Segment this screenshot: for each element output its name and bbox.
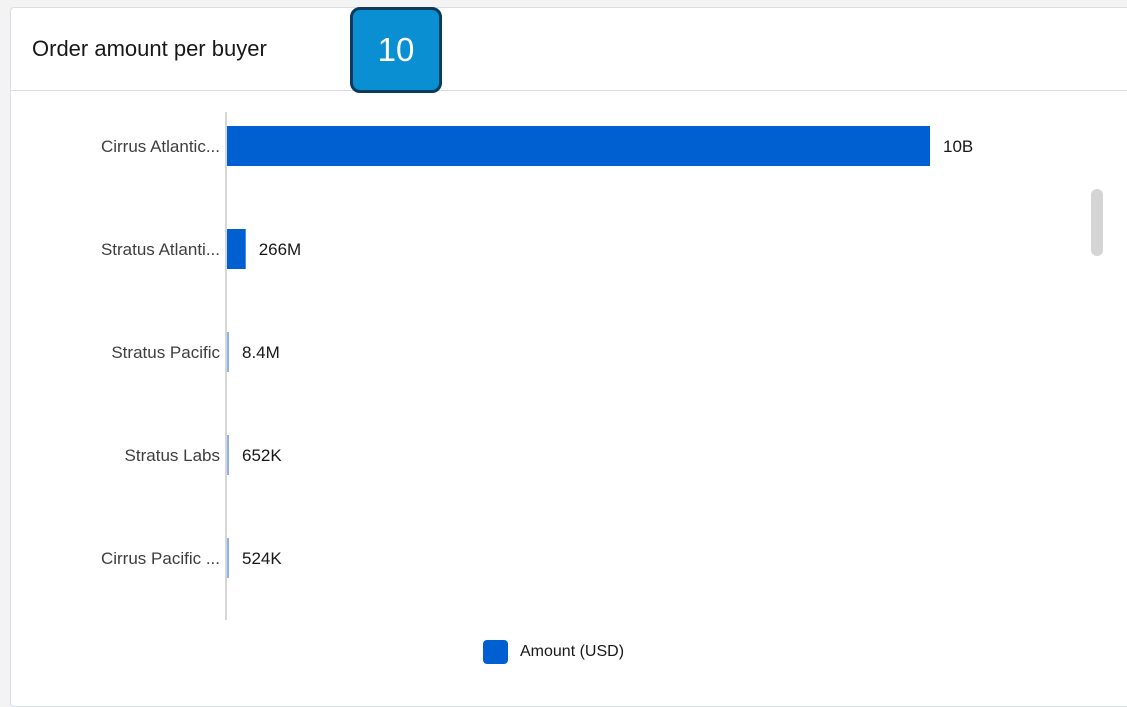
category-label: Stratus Pacific — [111, 343, 220, 362]
bar[interactable] — [227, 126, 930, 166]
value-label: 10B — [943, 137, 973, 156]
bar-row[interactable]: Cirrus Atlantic... 10B — [101, 126, 973, 166]
bar-row[interactable]: Stratus Atlanti... 266M — [101, 229, 301, 269]
value-label: 266M — [259, 240, 302, 259]
bar[interactable] — [227, 435, 229, 475]
bar[interactable] — [227, 332, 229, 372]
bar[interactable] — [227, 538, 229, 578]
category-label: Stratus Labs — [125, 446, 220, 465]
bar-row[interactable]: Stratus Labs 652K — [125, 435, 283, 475]
bar-row[interactable]: Cirrus Pacific ... 524K — [101, 538, 282, 578]
value-label: 652K — [242, 446, 282, 465]
bar[interactable] — [227, 229, 246, 269]
category-label: Cirrus Atlantic... — [101, 137, 220, 156]
value-label: 524K — [242, 549, 282, 568]
value-label: 8.4M — [242, 343, 280, 362]
category-label: Stratus Atlanti... — [101, 240, 220, 259]
category-label: Cirrus Pacific ... — [101, 549, 220, 568]
bar-row[interactable]: Stratus Pacific 8.4M — [111, 332, 279, 372]
